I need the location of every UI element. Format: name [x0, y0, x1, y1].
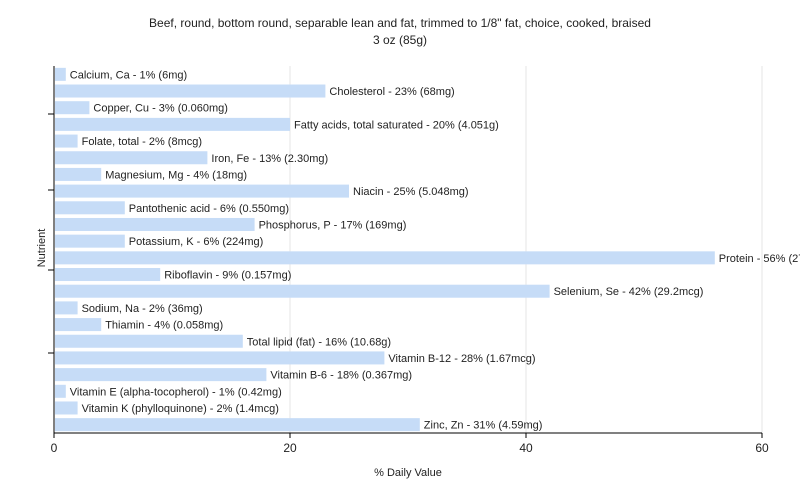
bar-label: Riboflavin - 9% (0.157mg)	[164, 270, 291, 282]
bar	[55, 101, 90, 115]
x-axis-label: % Daily Value	[374, 467, 442, 479]
bar-label: Magnesium, Mg - 4% (18mg)	[105, 169, 247, 181]
bar-label: Folate, total - 2% (8mcg)	[82, 136, 202, 148]
x-tick-label: 20	[283, 441, 297, 455]
bar-label: Niacin - 25% (5.048mg)	[353, 186, 469, 198]
bar	[55, 134, 78, 148]
bar-label: Selenium, Se - 42% (29.2mcg)	[554, 286, 704, 298]
bar	[55, 217, 255, 231]
bar	[55, 251, 715, 265]
bar-label: Total lipid (fat) - 16% (10.68g)	[247, 336, 391, 348]
bars: Calcium, Ca - 1% (6mg) Cholesterol - 23% …	[55, 67, 800, 432]
bar-label: Protein - 56% (27.92g)	[719, 253, 800, 265]
bar	[55, 301, 78, 315]
bar-label: Phosphorus, P - 17% (169mg)	[259, 219, 407, 231]
x-tick-label: 0	[51, 441, 58, 455]
bar-label: Copper, Cu - 3% (0.060mg)	[93, 103, 228, 115]
bar	[55, 284, 550, 298]
x-tick-label: 60	[755, 441, 769, 455]
axes: 0 20 40 60	[48, 66, 769, 455]
bar	[55, 67, 66, 81]
bar	[55, 318, 102, 332]
bar	[55, 234, 125, 248]
bar	[55, 351, 385, 365]
bar	[55, 384, 66, 398]
bar-label: Iron, Fe - 13% (2.30mg)	[211, 153, 328, 165]
bar	[55, 334, 243, 348]
chart-title: Beef, round, bottom round, separable lea…	[149, 16, 651, 30]
bar	[55, 167, 102, 181]
bar	[55, 418, 420, 432]
bar-label: Zinc, Zn - 31% (4.59mg)	[424, 420, 543, 432]
bar	[55, 151, 208, 165]
bar	[55, 368, 267, 382]
x-tick-label: 40	[519, 441, 533, 455]
bar	[55, 117, 290, 131]
bar-label: Sodium, Na - 2% (36mg)	[82, 303, 203, 315]
bar	[55, 84, 326, 98]
bar-label: Thiamin - 4% (0.058mg)	[105, 320, 223, 332]
bar	[55, 201, 125, 215]
y-axis-label: Nutrient	[36, 229, 48, 268]
bar-label: Fatty acids, total saturated - 20% (4.05…	[294, 119, 499, 131]
bar-label: Vitamin E (alpha-tocopherol) - 1% (0.42m…	[70, 386, 282, 398]
bar-label: Vitamin B-6 - 18% (0.367mg)	[270, 370, 412, 382]
bar-label: Pantothenic acid - 6% (0.550mg)	[129, 203, 289, 215]
bar-label: Vitamin K (phylloquinone) - 2% (1.4mcg)	[82, 403, 279, 415]
bar-label: Cholesterol - 23% (68mg)	[329, 86, 454, 98]
bar	[55, 401, 78, 415]
bar	[55, 268, 161, 282]
bar	[55, 184, 349, 198]
bar-label: Vitamin B-12 - 28% (1.67mcg)	[388, 353, 535, 365]
bar-label: Potassium, K - 6% (224mg)	[129, 236, 263, 248]
bar-label: Calcium, Ca - 1% (6mg)	[70, 69, 187, 81]
chart-subtitle: 3 oz (85g)	[373, 33, 427, 47]
